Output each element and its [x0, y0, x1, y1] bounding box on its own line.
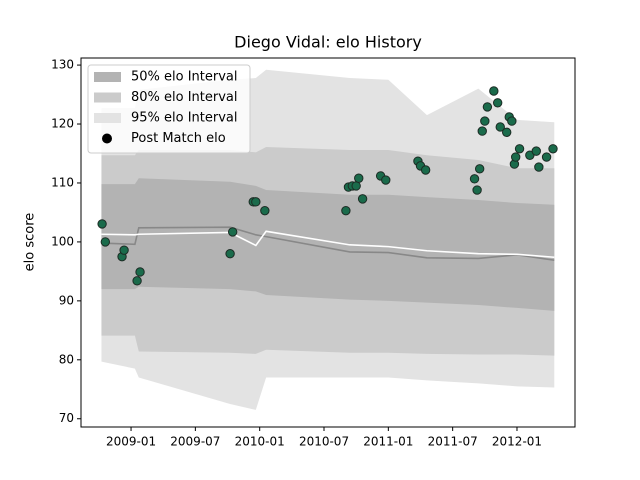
match-point — [97, 219, 107, 229]
plot-area — [97, 69, 558, 410]
legend-swatch — [94, 92, 121, 103]
legend-label: 80% elo Interval — [131, 90, 238, 105]
match-point — [472, 185, 482, 195]
match-point — [480, 116, 490, 126]
match-point — [341, 205, 351, 216]
legend-box — [87, 64, 251, 154]
y-axis-label: elo score — [23, 213, 38, 272]
legend-swatch — [94, 72, 121, 82]
legend-label: Post Match elo — [131, 131, 226, 146]
match-point — [534, 162, 544, 172]
match-point — [548, 144, 558, 154]
match-point — [260, 205, 270, 216]
match-point — [251, 197, 261, 207]
match-point — [135, 267, 145, 277]
x-tick-label: 2010-01 — [235, 435, 285, 449]
match-point — [541, 152, 552, 162]
match-point — [351, 181, 361, 191]
elo-line — [101, 226, 555, 261]
y-tick-label: 110 — [51, 175, 74, 189]
match-point — [482, 102, 493, 112]
match-point — [501, 127, 512, 137]
interval-band — [101, 178, 555, 311]
match-point — [492, 98, 503, 108]
axes-frame — [80, 57, 576, 428]
match-point — [514, 144, 525, 154]
x-tick-label: 2009-07 — [170, 435, 220, 449]
match-point — [354, 173, 364, 183]
match-point — [531, 146, 541, 156]
match-point — [507, 116, 517, 126]
match-point — [119, 245, 129, 255]
match-point — [132, 276, 142, 286]
match-point — [477, 126, 487, 136]
match-point — [469, 174, 480, 184]
match-point — [227, 227, 238, 237]
match-point — [225, 248, 235, 259]
y-tick-label: 130 — [51, 58, 74, 72]
match-point — [357, 194, 368, 204]
x-tick-label: 2012-01 — [492, 435, 542, 449]
y-tick-label: 80 — [59, 352, 74, 366]
match-point — [510, 152, 521, 162]
axes: 70 80 90 100 110 120 130 2009-01 2009-07 2010-01 2… — [51, 58, 542, 449]
match-point — [495, 122, 505, 132]
y-tick-label: 120 — [51, 117, 74, 131]
legend-marker — [102, 133, 112, 144]
match-point — [474, 164, 485, 174]
y-tick-label: 90 — [59, 293, 74, 307]
match-point — [100, 237, 111, 247]
x-tick-label: 2009-01 — [106, 435, 156, 449]
x-tick-label: 2010-07 — [299, 435, 349, 449]
y-tick-label: 70 — [59, 411, 74, 425]
legend-label: 95% elo Interval — [131, 111, 238, 126]
legend-swatch — [94, 113, 121, 123]
x-tick-label: 2011-07 — [428, 435, 478, 449]
chart-title: Diego Vidal: elo History — [234, 33, 422, 52]
match-point — [489, 86, 499, 96]
legend-label: 50% elo Interval — [131, 70, 238, 85]
y-tick-label: 100 — [51, 234, 74, 248]
legend: 50% elo Interval 80% elo Interval 95% elo … — [87, 64, 251, 154]
elo-line — [101, 230, 555, 259]
match-point — [420, 165, 431, 175]
match-point — [381, 175, 391, 185]
x-tick-label: 2011-01 — [363, 435, 413, 449]
